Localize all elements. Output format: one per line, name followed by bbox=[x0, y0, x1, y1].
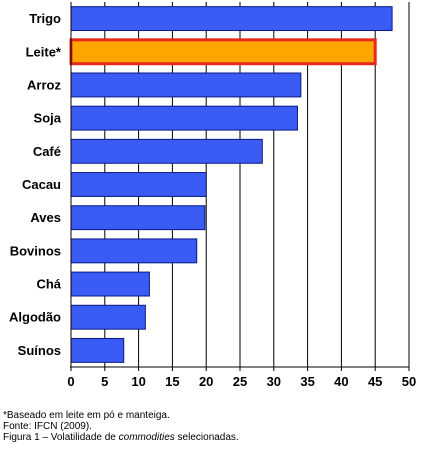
x-tick-label: 25 bbox=[233, 374, 247, 389]
x-tick-label: 10 bbox=[131, 374, 145, 389]
category-label: Arroz bbox=[27, 77, 61, 92]
category-label: Aves bbox=[30, 210, 61, 225]
bars bbox=[69, 6, 393, 363]
source-note: Fonte: IFCN (2009). bbox=[3, 421, 92, 432]
bar bbox=[70, 304, 146, 330]
caption-suffix: selecionadas. bbox=[174, 432, 239, 443]
x-tick-label: 50 bbox=[402, 374, 416, 389]
category-label: Chá bbox=[36, 277, 61, 292]
category-label: Soja bbox=[34, 111, 62, 126]
category-label: Café bbox=[33, 144, 61, 159]
category-label: Bovinos bbox=[10, 243, 61, 258]
bar bbox=[70, 337, 125, 363]
x-tick-label: 5 bbox=[101, 374, 108, 389]
caption-italic: commodities bbox=[118, 432, 175, 443]
bar-highlighted bbox=[69, 38, 377, 66]
category-label: Suínos bbox=[18, 343, 61, 358]
figure-caption: Figura 1 – Volatilidade de commodities s… bbox=[3, 432, 239, 443]
footnote: *Baseado em leite em pó e manteiga. bbox=[3, 410, 170, 421]
bar bbox=[70, 271, 150, 297]
category-labels: Trigo Leite* Arroz Soja Café Cacau Aves Bovinos… bbox=[9, 11, 62, 358]
bar bbox=[70, 72, 302, 98]
category-label: Algodão bbox=[9, 310, 61, 325]
bar-chart: 0 5 10 15 20 25 30 35 40 45 50 Trigo Leite* Arroz Soj… bbox=[9, 2, 416, 389]
caption-prefix: Figura 1 – Volatilidade de bbox=[3, 432, 119, 443]
x-tick-label: 35 bbox=[300, 374, 314, 389]
x-tick-label: 45 bbox=[368, 374, 382, 389]
bar bbox=[70, 6, 393, 32]
bar bbox=[70, 105, 298, 131]
x-tick-label: 15 bbox=[165, 374, 179, 389]
x-tick-label: 20 bbox=[199, 374, 213, 389]
bar bbox=[70, 172, 207, 197]
bar bbox=[70, 205, 206, 231]
x-tick-label: 0 bbox=[67, 374, 74, 389]
bar bbox=[70, 238, 198, 264]
category-label: Leite* bbox=[26, 44, 62, 59]
category-label: Cacau bbox=[22, 177, 61, 192]
x-tick-label: 40 bbox=[334, 374, 348, 389]
x-tick-label: 30 bbox=[267, 374, 281, 389]
bar bbox=[70, 138, 263, 164]
x-axis: 0 5 10 15 20 25 30 35 40 45 50 bbox=[67, 2, 416, 389]
category-label: Trigo bbox=[29, 11, 61, 26]
figure-notes: *Baseado em leite em pó e manteiga. Font… bbox=[3, 410, 239, 443]
